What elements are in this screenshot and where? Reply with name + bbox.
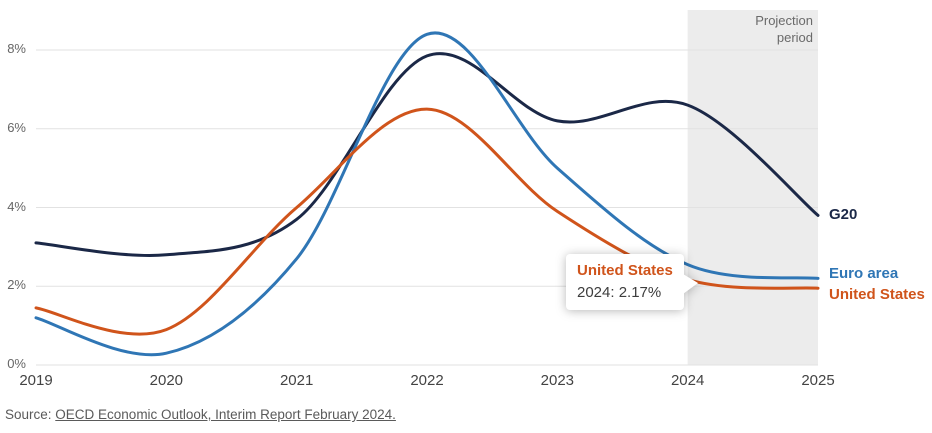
y-axis-label: 2%	[7, 277, 26, 293]
projection-period-label: Projection period	[755, 13, 813, 45]
y-axis-label: 8%	[7, 41, 26, 56]
x-axis-label: 2021	[279, 372, 314, 389]
source-line: Source: OECD Economic Outlook, Interim R…	[5, 406, 396, 423]
tooltip-box: United States 2024: 2.17%	[566, 254, 698, 310]
series-label-euro-area: Euro area	[829, 265, 899, 283]
tooltip-value: 2024: 2.17%	[577, 284, 662, 301]
y-axis-label: 0%	[7, 356, 26, 371]
y-axis-label: 6%	[7, 119, 26, 135]
x-axis-label: 2024	[670, 372, 705, 389]
x-axis-label: 2019	[19, 372, 53, 389]
series-line-g20[interactable]	[34, 52, 820, 257]
tooltip-arrow	[682, 274, 698, 294]
source-link[interactable]: OECD Economic Outlook, Interim Report Fe…	[55, 407, 396, 422]
y-axis-label: 4%	[7, 198, 26, 214]
tooltip: United States 2024: 2.17%	[566, 254, 698, 310]
series-label-g20: G20	[829, 206, 858, 224]
x-axis-label: 2022	[410, 372, 444, 389]
x-axis-label: 2023	[540, 372, 575, 389]
x-axis-label: 2025	[801, 372, 835, 389]
x-axis-label: 2020	[149, 372, 184, 389]
chart-svg[interactable]	[0, 0, 932, 400]
tooltip-series-name: United States	[577, 262, 673, 279]
projection-region	[687, 10, 818, 365]
source-prefix: Source:	[5, 407, 56, 422]
series-label-united-states: United States	[829, 286, 925, 304]
inflation-chart: Projection period G20 Euro area United S…	[0, 0, 932, 400]
